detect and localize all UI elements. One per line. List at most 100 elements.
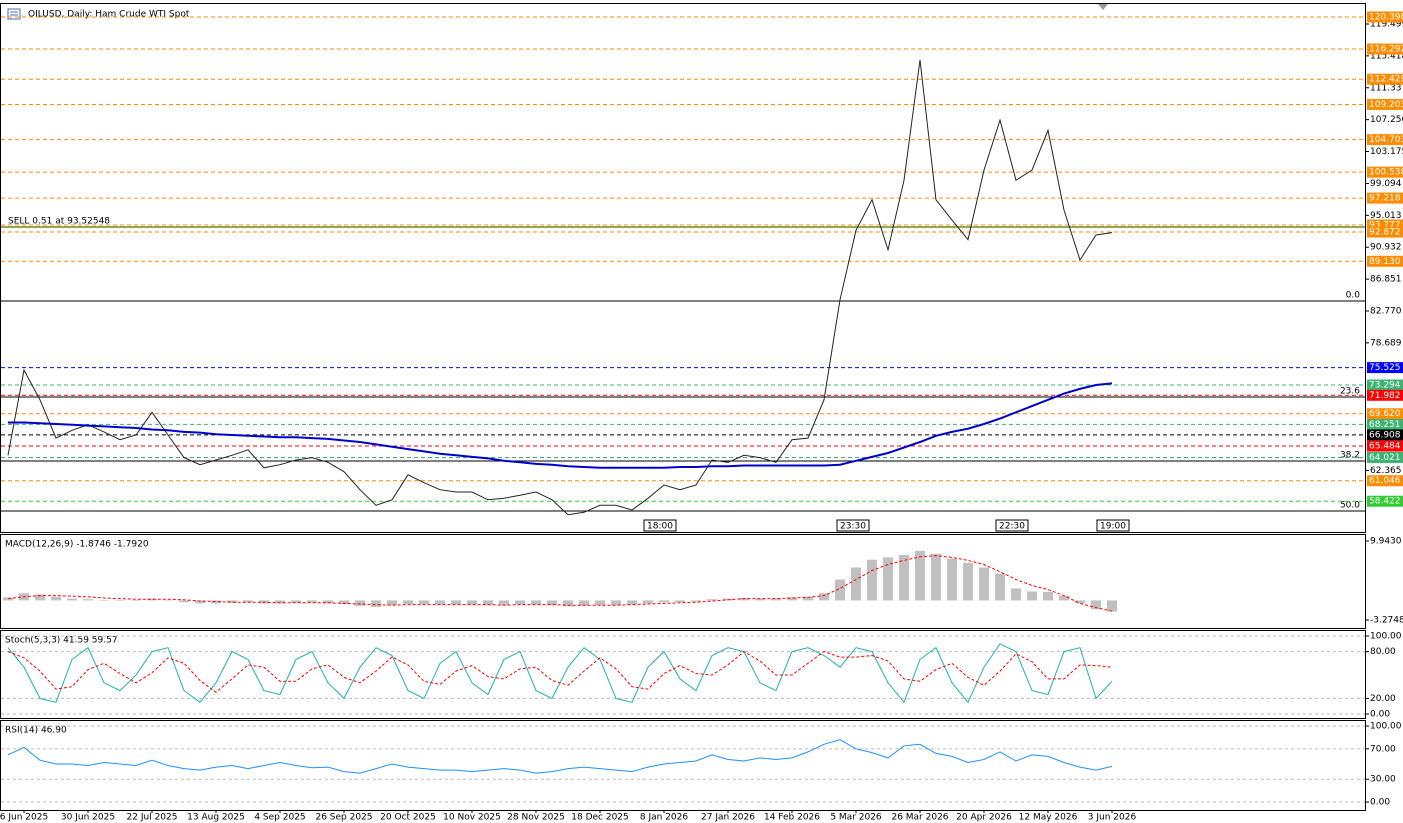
x-tick-label: 28 Nov 2025 — [507, 813, 565, 823]
histogram-bar — [179, 600, 189, 603]
order-label: SELL 0.51 at 93.52548 — [8, 216, 110, 226]
level-label: 66.908 — [1369, 430, 1401, 440]
histogram-bar — [451, 600, 461, 605]
fib-label: 0.0 — [1346, 290, 1361, 300]
histogram-bar — [931, 553, 941, 601]
level-label: 92.872 — [1369, 228, 1401, 238]
histogram-bar — [195, 600, 205, 604]
level-label-box — [1367, 43, 1403, 55]
histogram-bar — [659, 600, 669, 603]
y-tick-label: 103.175 — [1370, 147, 1403, 157]
level-label: 75.525 — [1369, 363, 1401, 373]
level-label-box — [1367, 73, 1403, 85]
time-marker: 18:00 — [647, 522, 673, 532]
level-label: 109.203 — [1369, 100, 1403, 110]
indicator-title: Stoch(5,3,3) 41.59 59.57 — [5, 636, 118, 646]
histogram-bar — [1011, 588, 1021, 601]
histogram-bar — [819, 593, 829, 601]
histogram-bar — [35, 594, 45, 601]
histogram-bar — [83, 599, 93, 601]
level-label: 104.703 — [1369, 135, 1403, 145]
y-tick-label: 90.932 — [1370, 243, 1402, 253]
histogram-bar — [163, 599, 173, 601]
histogram-bar — [499, 600, 509, 606]
level-label-box — [1367, 192, 1403, 204]
icon-frame — [7, 8, 21, 20]
histogram-bar — [435, 600, 445, 605]
histogram-bar — [1043, 592, 1053, 601]
level-label-box — [1367, 440, 1403, 452]
y-tick-label: 70.00 — [1370, 744, 1396, 754]
level-label: 112.429 — [1369, 75, 1403, 85]
x-tick-label: 14 Feb 2026 — [764, 813, 820, 823]
level-label-box — [1367, 219, 1403, 231]
histogram-bar — [899, 554, 909, 601]
x-tick-label: 22 Jul 2025 — [127, 813, 178, 823]
y-tick-label: 0.00 — [1370, 798, 1390, 808]
level-label-box — [1367, 429, 1403, 441]
time-marker: 22:30 — [999, 522, 1025, 532]
histogram-bar — [387, 600, 397, 606]
y-tick-label: 80.00 — [1370, 647, 1396, 657]
time-marker-box — [643, 519, 677, 532]
title-icon — [7, 8, 21, 20]
level-label-box — [1367, 98, 1403, 110]
histogram-bar — [307, 600, 317, 603]
histogram-bar — [563, 600, 573, 607]
y-tick-label: 86.851 — [1370, 275, 1402, 285]
price-line — [7, 59, 1113, 516]
level-label-box — [1367, 495, 1403, 507]
histogram-bar — [419, 600, 429, 604]
histogram-bar — [691, 600, 701, 602]
time-marker: 19:00 — [1100, 522, 1126, 532]
histogram-bar — [995, 573, 1005, 601]
histogram-bar — [627, 600, 637, 605]
level-label: 89.130 — [1369, 257, 1401, 267]
x-tick-label: 27 Jan 2026 — [701, 813, 755, 823]
histogram-bar — [531, 600, 541, 605]
histogram-bar — [355, 600, 365, 606]
y-tick-label: 95.013 — [1370, 211, 1402, 221]
y-tick-label: 100.00 — [1370, 722, 1402, 732]
level-label-box — [1367, 362, 1403, 374]
scroll-marker — [1098, 4, 1108, 10]
histogram-bar — [67, 598, 77, 601]
y-tick-label: -3.2748 — [1370, 615, 1403, 625]
histogram-bar — [323, 600, 333, 604]
x-tick-label: 12 May 2026 — [1019, 813, 1078, 823]
histogram-bar — [1027, 591, 1037, 601]
indicator-line — [7, 555, 1113, 612]
level-label-box — [1367, 408, 1403, 420]
histogram-bar — [579, 600, 589, 606]
histogram-bar — [371, 600, 381, 607]
y-tick-label: 78.689 — [1370, 338, 1402, 348]
level-label: 65.484 — [1369, 442, 1401, 452]
indicator-line — [7, 650, 1113, 693]
histogram-bar — [851, 567, 861, 601]
histogram-bar — [243, 600, 253, 603]
time-marker-box — [836, 519, 870, 532]
level-label-box — [1367, 451, 1403, 463]
indicator-title: MACD(12,26,9) -1.8746 -1.7920 — [5, 540, 149, 550]
histogram-bar — [611, 600, 621, 606]
level-label-box — [1367, 379, 1403, 391]
level-label: 71.982 — [1369, 391, 1401, 401]
histogram-bar — [147, 598, 157, 601]
fib-label: 23.6 — [1340, 387, 1360, 397]
histogram-bar — [707, 599, 717, 601]
price-line — [8, 382, 1113, 469]
level-label-box — [1367, 418, 1403, 430]
level-label: 58.422 — [1369, 497, 1401, 507]
level-label-box — [1367, 475, 1403, 487]
y-tick-label: 62.365 — [1370, 466, 1402, 476]
x-tick-label: 13 Aug 2025 — [187, 813, 245, 823]
level-label: 116.292 — [1369, 45, 1403, 55]
y-tick-label: 82.770 — [1370, 306, 1402, 316]
histogram-bar — [403, 600, 413, 604]
histogram-bar — [51, 596, 61, 601]
y-tick-label: 115.418 — [1370, 51, 1403, 61]
histogram-bar — [483, 600, 493, 606]
y-tick-label: 30.00 — [1370, 775, 1396, 785]
x-tick-label: 18 Dec 2025 — [571, 813, 629, 823]
